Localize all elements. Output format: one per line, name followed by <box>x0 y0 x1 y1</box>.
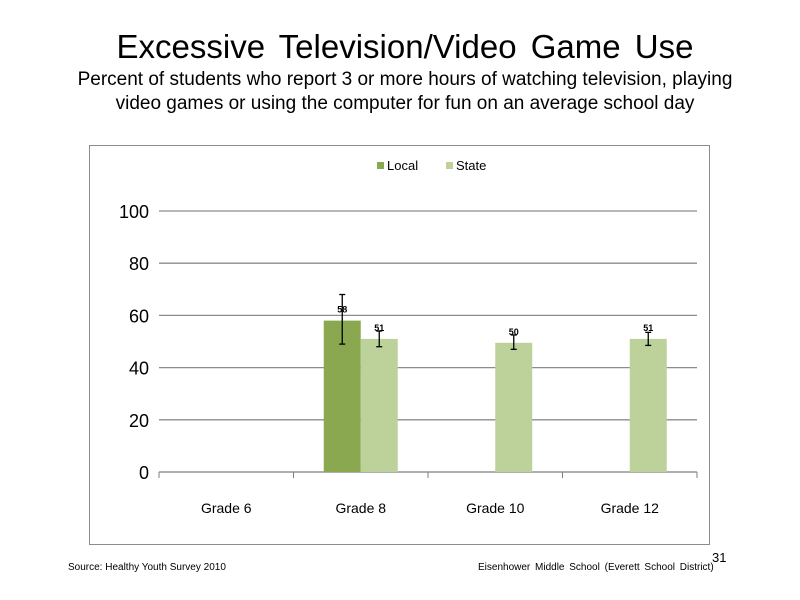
chart-frame: 0 20 40 60 80 100 Grade 6 Grade 8 Grade 10 Grade … <box>89 145 710 545</box>
y-tick-label: 80 <box>129 254 149 274</box>
data-label: 50 <box>509 327 519 337</box>
legend-swatch <box>377 162 384 169</box>
bar-local <box>323 320 361 472</box>
legend-swatch <box>446 162 453 169</box>
x-category-label: Grade 12 <box>601 500 660 516</box>
y-tick-label: 20 <box>129 411 149 431</box>
y-tick-label: 40 <box>129 359 149 379</box>
y-tick-label: 0 <box>139 463 149 483</box>
footer-school: Eisenhower Middle School (Everett School… <box>478 562 714 573</box>
data-label: 51 <box>374 323 384 333</box>
x-category-label: Grade 8 <box>335 500 386 516</box>
subtitle-line-1: Percent of students who report 3 or more… <box>77 69 733 90</box>
bar-chart: 0 20 40 60 80 100 Grade 6 Grade 8 Grade 10 Grade … <box>119 158 698 516</box>
x-category-label: Grade 6 <box>201 500 252 516</box>
legend-label: Local <box>387 158 418 173</box>
page-number: 31 <box>712 550 727 565</box>
slide-subtitle: Percent of students who report 3 or more… <box>0 68 800 116</box>
data-label: 51 <box>643 323 653 333</box>
bar-state <box>495 342 533 472</box>
bar-state <box>629 338 667 472</box>
bar-state <box>360 338 398 472</box>
footer-source: Source: Healthy Youth Survey 2010 <box>68 562 226 573</box>
x-category-label: Grade 10 <box>466 500 525 516</box>
data-label: 58 <box>337 305 347 315</box>
legend-label: State <box>456 158 486 173</box>
y-tick-label: 100 <box>119 202 149 222</box>
subtitle-line-2: video games or using the computer for fu… <box>115 93 695 114</box>
slide-title: Excessive Television/Video Game Use <box>116 28 694 65</box>
y-tick-label: 60 <box>129 306 149 326</box>
